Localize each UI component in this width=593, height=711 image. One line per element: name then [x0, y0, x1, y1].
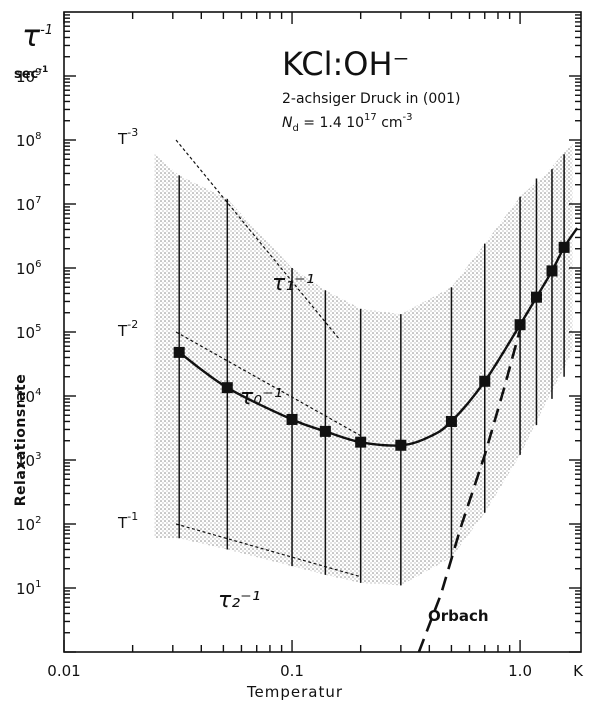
- x-tick-label: 1.0: [508, 662, 532, 680]
- data-point: [446, 416, 457, 427]
- y-tick-label: 102: [16, 515, 41, 534]
- y-tick-label: 101: [16, 579, 41, 598]
- uncertainty-band: [155, 143, 573, 586]
- data-point: [395, 440, 406, 451]
- y-tick-label: 106: [16, 259, 41, 278]
- data-point: [546, 265, 557, 276]
- y-unit-symbol-label: τ-1: [22, 19, 53, 54]
- y-unit-label: sec-1: [14, 65, 48, 82]
- asymptote-label: T-1: [117, 510, 138, 532]
- uncertainty-band-area: [155, 143, 573, 586]
- data-point: [287, 414, 298, 425]
- chart-title: KCl:OH⁻: [282, 45, 409, 83]
- x-axis-label: Temperatur: [246, 683, 343, 701]
- y-tick-label: 108: [16, 131, 41, 150]
- asymptote-label: T-2: [117, 318, 138, 340]
- chart-subtitle-line2: Nd = 1.4 1017 cm-3: [282, 112, 413, 134]
- x-tick-label: 0.01: [47, 662, 80, 680]
- data-point: [174, 347, 185, 358]
- chart-subtitle-line1: 2-achsiger Druck in (001): [282, 91, 461, 107]
- data-point: [559, 242, 570, 253]
- orbach-label: Orbach: [428, 607, 489, 625]
- data-point: [320, 426, 331, 437]
- data-point: [355, 437, 366, 448]
- x-tick-label: 0.1: [280, 662, 304, 680]
- asymptote-label: T-3: [117, 126, 138, 148]
- data-point: [222, 382, 233, 393]
- y-tick-label: 105: [16, 323, 41, 342]
- data-point: [479, 376, 490, 387]
- x-unit-label: K: [573, 662, 584, 680]
- tau2-label: τ₂⁻¹: [218, 588, 261, 613]
- y-axis-label: Relaxationsrate: [13, 374, 29, 506]
- data-point: [515, 319, 526, 330]
- tau0-label: τ₀⁻¹: [240, 385, 283, 410]
- tau1-label: τ₁⁻¹: [272, 271, 315, 296]
- data-point: [531, 292, 542, 303]
- y-tick-label: 107: [16, 195, 41, 214]
